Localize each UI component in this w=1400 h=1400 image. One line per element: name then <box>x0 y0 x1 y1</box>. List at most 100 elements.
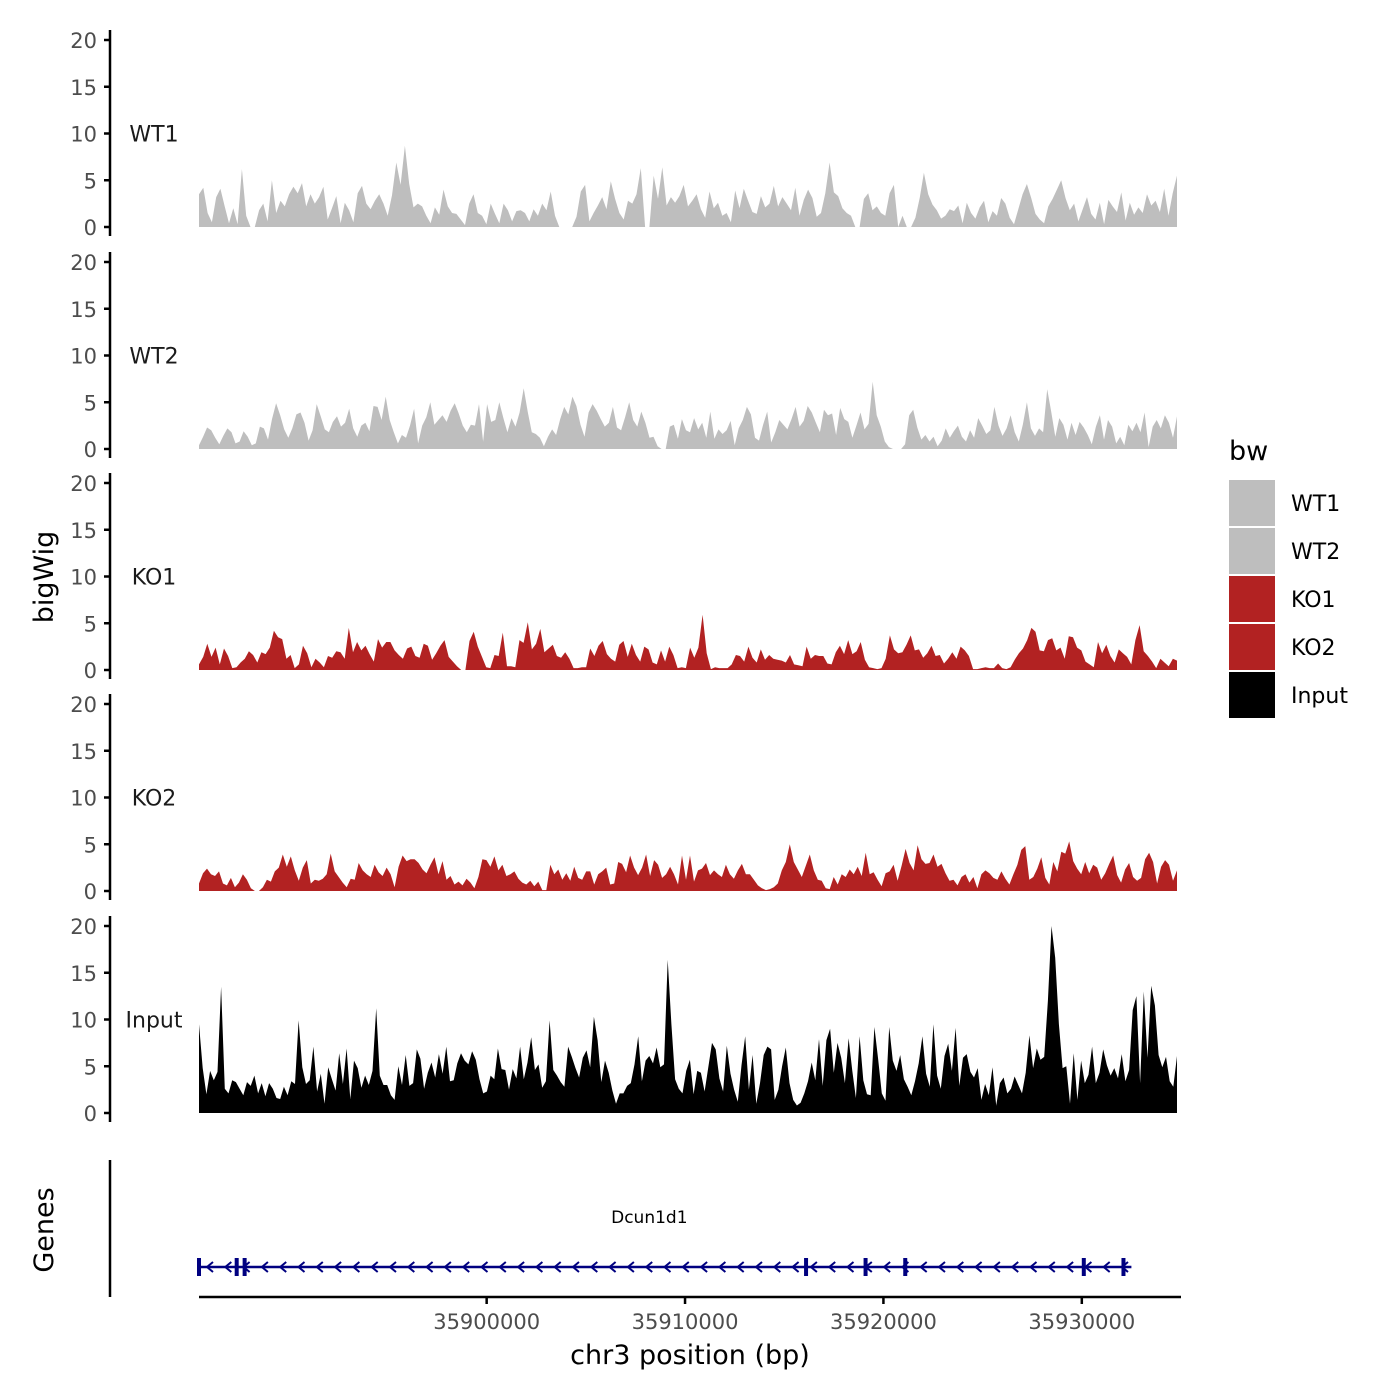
strand-arrow-icon <box>809 1261 818 1273</box>
x-tick-label-35930000: 35930000 <box>1028 1310 1135 1334</box>
strand-arrow-icon <box>772 1261 781 1273</box>
strand-arrow-icon <box>461 1261 470 1273</box>
area-wt2 <box>199 381 1177 449</box>
y-tick-label-wt2-15: 15 <box>70 298 97 322</box>
strand-arrow-icon <box>608 1261 617 1273</box>
area-ko1 <box>199 614 1177 670</box>
strand-arrow-icon <box>845 1261 855 1273</box>
strand-arrow-icon <box>681 1261 690 1273</box>
y-tick-label-wt2-0: 0 <box>84 438 97 462</box>
legend-label-wt1: WT1 <box>1291 492 1340 517</box>
strand-arrow-icon <box>333 1261 342 1273</box>
strand-arrow-icon <box>919 1261 928 1273</box>
y-tick-label-wt2-5: 5 <box>84 391 97 415</box>
area-input <box>199 926 1177 1113</box>
y-tick-label-input-15: 15 <box>70 962 97 986</box>
track-label-input: Input <box>126 1009 183 1034</box>
strand-arrow-icon <box>479 1261 489 1273</box>
strand-arrow-icon <box>351 1261 361 1273</box>
gene-track: Dcun1d1 <box>108 1160 1132 1297</box>
strand-arrow-icon <box>937 1261 946 1273</box>
strand-arrow-icon <box>791 1261 800 1273</box>
genes-track-title: Genes <box>29 1187 60 1272</box>
strand-arrow-icon <box>992 1261 1001 1273</box>
exon-mark-4 <box>804 1258 809 1276</box>
strand-arrow-icon <box>589 1261 598 1273</box>
strand-arrow-icon <box>754 1261 763 1273</box>
strand-arrow-icon <box>699 1261 708 1273</box>
strand-arrow-icon <box>498 1261 507 1273</box>
y-tick-label-ko1-15: 15 <box>70 519 97 543</box>
exon-mark-3 <box>242 1258 247 1276</box>
y-tick-label-ko2-20: 20 <box>70 693 97 717</box>
gene-name-label: Dcun1d1 <box>611 1208 687 1228</box>
y-tick-label-wt1-0: 0 <box>84 216 97 240</box>
x-axis: 35900000 35910000 35920000 35930000 <box>199 1295 1181 1334</box>
y-tick-label-wt2-20: 20 <box>70 251 97 275</box>
exon-mark-1 <box>197 1258 201 1276</box>
y-tick-label-input-5: 5 <box>84 1055 97 1079</box>
strand-arrow-icon <box>296 1261 306 1273</box>
y-tick-label-ko1-5: 5 <box>84 612 97 636</box>
strand-arrow-icon <box>1028 1261 1038 1273</box>
strand-arrow-icon <box>425 1261 434 1273</box>
y-tick-label-wt1-5: 5 <box>84 169 97 193</box>
strand-arrow-icon <box>406 1261 415 1273</box>
strand-arrow-icon <box>827 1261 836 1273</box>
x-axis-title: chr3 position (bp) <box>570 1340 810 1371</box>
strand-arrow-icon <box>388 1261 397 1273</box>
legend-swatch-wt2 <box>1229 528 1275 574</box>
exon-mark-7 <box>1081 1258 1086 1276</box>
legend-swatch-input <box>1229 672 1275 718</box>
strand-arrow-icon <box>553 1261 562 1273</box>
strand-arrow-icon <box>1010 1261 1019 1273</box>
legend-label-ko2: KO2 <box>1291 636 1336 661</box>
strand-arrow-icon <box>278 1261 287 1273</box>
strand-arrow-icon <box>516 1261 525 1273</box>
y-tick-label-ko1-10: 10 <box>70 566 97 590</box>
y-tick-label-wt1-20: 20 <box>70 29 97 53</box>
x-tick-label-35900000: 35900000 <box>433 1310 540 1334</box>
legend-swatch-wt1 <box>1229 480 1275 526</box>
legend-label-wt2: WT2 <box>1291 540 1340 565</box>
strand-arrow-icon <box>534 1261 544 1273</box>
track-panel-wt2: 0 5 10 15 20 WT2 <box>70 251 1177 462</box>
strand-arrow-icon <box>571 1261 580 1273</box>
strand-arrow-icon <box>1102 1261 1111 1273</box>
y-tick-label-ko2-10: 10 <box>70 787 97 811</box>
strand-arrow-icon <box>223 1261 232 1273</box>
strand-arrow-icon <box>315 1261 324 1273</box>
strand-arrow-icon <box>443 1261 452 1273</box>
y-tick-label-wt2-10: 10 <box>70 345 97 369</box>
strand-arrow-icon <box>717 1261 727 1273</box>
exon-mark-2 <box>234 1258 239 1276</box>
exon-mark-6 <box>903 1258 908 1276</box>
strand-arrow-icon <box>1047 1261 1056 1273</box>
legend-swatch-ko2 <box>1229 624 1275 670</box>
strand-arrow-icon <box>974 1261 983 1273</box>
track-panels: 0 5 10 15 20 WT1 0 5 10 15 20 WT2 0 5 10 15 20 KO1 0 5 10 15 2… <box>70 29 1177 1126</box>
y-tick-label-ko2-15: 15 <box>70 740 97 764</box>
legend-title: bw <box>1229 436 1268 467</box>
y-tick-label-input-0: 0 <box>84 1102 97 1126</box>
exon-mark-8 <box>1121 1258 1126 1276</box>
track-label-ko2: KO2 <box>132 787 177 812</box>
legend: WT1 WT2 KO1 KO2 Input <box>1229 480 1348 718</box>
strand-arrow-icon <box>882 1261 891 1273</box>
strand-arrow-icon <box>370 1261 379 1273</box>
x-tick-label-35910000: 35910000 <box>632 1310 739 1334</box>
legend-label-ko1: KO1 <box>1291 588 1336 613</box>
y-tick-label-ko2-5: 5 <box>84 833 97 857</box>
strand-arrow-icon <box>1065 1261 1074 1273</box>
area-wt1 <box>199 145 1177 227</box>
y-tick-label-input-10: 10 <box>70 1009 97 1033</box>
track-label-ko1: KO1 <box>132 566 177 591</box>
y-tick-label-ko1-0: 0 <box>84 659 97 683</box>
area-ko2 <box>199 841 1177 891</box>
legend-label-input: Input <box>1291 684 1348 709</box>
strand-arrow-icon <box>955 1261 964 1273</box>
y-tick-label-input-20: 20 <box>70 915 97 939</box>
y-tick-label-ko2-0: 0 <box>84 880 97 904</box>
y-tick-label-wt1-10: 10 <box>70 123 97 147</box>
